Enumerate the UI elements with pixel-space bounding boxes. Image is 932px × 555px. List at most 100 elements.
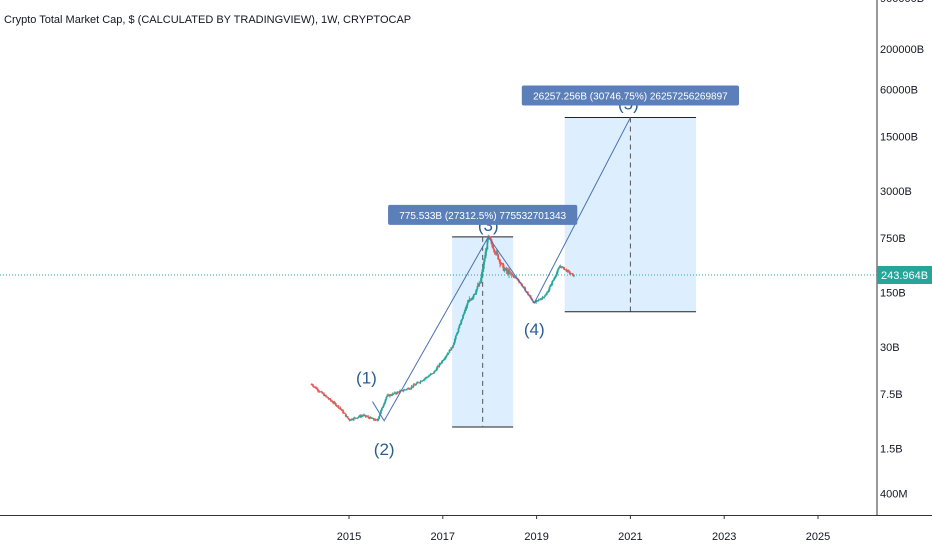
candle-body bbox=[372, 418, 375, 420]
candle-body bbox=[500, 263, 503, 264]
candle-body bbox=[421, 380, 424, 382]
candle-body bbox=[502, 264, 505, 271]
candle-body bbox=[434, 370, 436, 372]
candle-body bbox=[339, 407, 342, 409]
candle-body bbox=[568, 271, 571, 274]
candle-body bbox=[393, 392, 396, 394]
candle-body bbox=[442, 360, 445, 362]
candle-body bbox=[337, 405, 340, 408]
candle-body bbox=[542, 297, 545, 299]
price-axis-label: 150B bbox=[880, 288, 906, 300]
candle-body bbox=[401, 390, 404, 392]
candle-body bbox=[457, 328, 460, 333]
candle-body bbox=[430, 373, 433, 375]
candle-body bbox=[335, 405, 338, 407]
candle-body bbox=[499, 259, 501, 264]
candle-body bbox=[396, 391, 399, 394]
candle-body bbox=[385, 396, 388, 400]
candle-body bbox=[433, 371, 436, 374]
candle-body bbox=[370, 417, 372, 419]
candle-body bbox=[507, 270, 509, 275]
candle-body bbox=[508, 270, 510, 275]
candle-body bbox=[561, 266, 564, 268]
candle-body bbox=[371, 418, 373, 419]
candle-body bbox=[468, 299, 471, 302]
candle-body bbox=[543, 296, 546, 298]
wave-label: (2) bbox=[374, 440, 395, 459]
candle-body bbox=[495, 251, 498, 254]
candle-body bbox=[537, 299, 540, 301]
candle-body bbox=[514, 276, 517, 278]
candle-body bbox=[388, 394, 390, 397]
candle-body bbox=[382, 404, 385, 407]
measure-range-box[interactable] bbox=[564, 117, 697, 312]
candle-body bbox=[317, 390, 320, 392]
price-axis-label: 1.5B bbox=[880, 444, 903, 456]
candle-body bbox=[536, 300, 538, 302]
candle-body bbox=[510, 273, 513, 275]
candle-body bbox=[373, 419, 376, 421]
candle-body bbox=[345, 416, 348, 417]
candle-body bbox=[529, 296, 532, 298]
candle-body bbox=[564, 269, 567, 271]
time-axis-label: 2017 bbox=[431, 531, 455, 543]
candle-body bbox=[573, 275, 575, 277]
candle-body bbox=[436, 365, 439, 368]
candle-body bbox=[391, 393, 394, 396]
candle-body bbox=[318, 391, 321, 393]
candle-body bbox=[352, 419, 354, 421]
price-axis-label: 7.5B bbox=[880, 389, 903, 401]
candle-body bbox=[503, 269, 506, 271]
candle-body bbox=[545, 292, 548, 295]
candle-body bbox=[437, 365, 440, 367]
candle-body bbox=[341, 409, 344, 411]
candle-body bbox=[567, 270, 570, 272]
candle-body bbox=[536, 300, 539, 301]
candle-body bbox=[414, 384, 417, 386]
candle-body bbox=[326, 397, 329, 399]
time-axis-label: 2015 bbox=[337, 531, 361, 543]
candle-body bbox=[481, 268, 484, 273]
current-price-label: 243.964B bbox=[881, 270, 928, 282]
candle-body bbox=[420, 380, 423, 382]
price-axis-label: 3000B bbox=[880, 186, 912, 198]
candle-body bbox=[550, 284, 553, 286]
candle-body bbox=[569, 273, 572, 274]
candle-body bbox=[412, 384, 415, 387]
candle-body bbox=[499, 263, 502, 265]
candle-body bbox=[452, 345, 454, 348]
candle-body bbox=[357, 416, 360, 418]
candle-body bbox=[406, 388, 408, 390]
candle-body bbox=[365, 416, 368, 418]
candle-body bbox=[322, 393, 325, 395]
candle-body bbox=[343, 412, 346, 414]
candle-body bbox=[473, 293, 476, 295]
candle-body bbox=[453, 342, 455, 346]
candle-body bbox=[389, 394, 392, 396]
candle-body bbox=[362, 414, 365, 416]
candle-body bbox=[482, 261, 485, 269]
candle-body bbox=[493, 249, 496, 253]
candle-body bbox=[350, 418, 353, 421]
candle-body bbox=[374, 419, 377, 421]
candle-body bbox=[384, 399, 387, 403]
candle-body bbox=[381, 406, 384, 408]
candle-body bbox=[453, 339, 456, 343]
time-axis-label: 2021 bbox=[618, 531, 642, 543]
candle-body bbox=[321, 391, 324, 394]
candle-body bbox=[564, 269, 566, 271]
candle-body bbox=[553, 278, 555, 281]
candle-body bbox=[416, 382, 418, 384]
elliott-wave-line[interactable] bbox=[372, 117, 631, 422]
candle-body bbox=[491, 244, 494, 249]
candle-body bbox=[449, 350, 452, 351]
candle-body bbox=[563, 267, 565, 270]
candle-body bbox=[316, 388, 319, 391]
candle-body bbox=[368, 417, 371, 419]
candle-body bbox=[455, 333, 458, 336]
candle-body bbox=[315, 388, 318, 390]
candle-body bbox=[417, 382, 419, 384]
candle-body bbox=[446, 353, 449, 356]
